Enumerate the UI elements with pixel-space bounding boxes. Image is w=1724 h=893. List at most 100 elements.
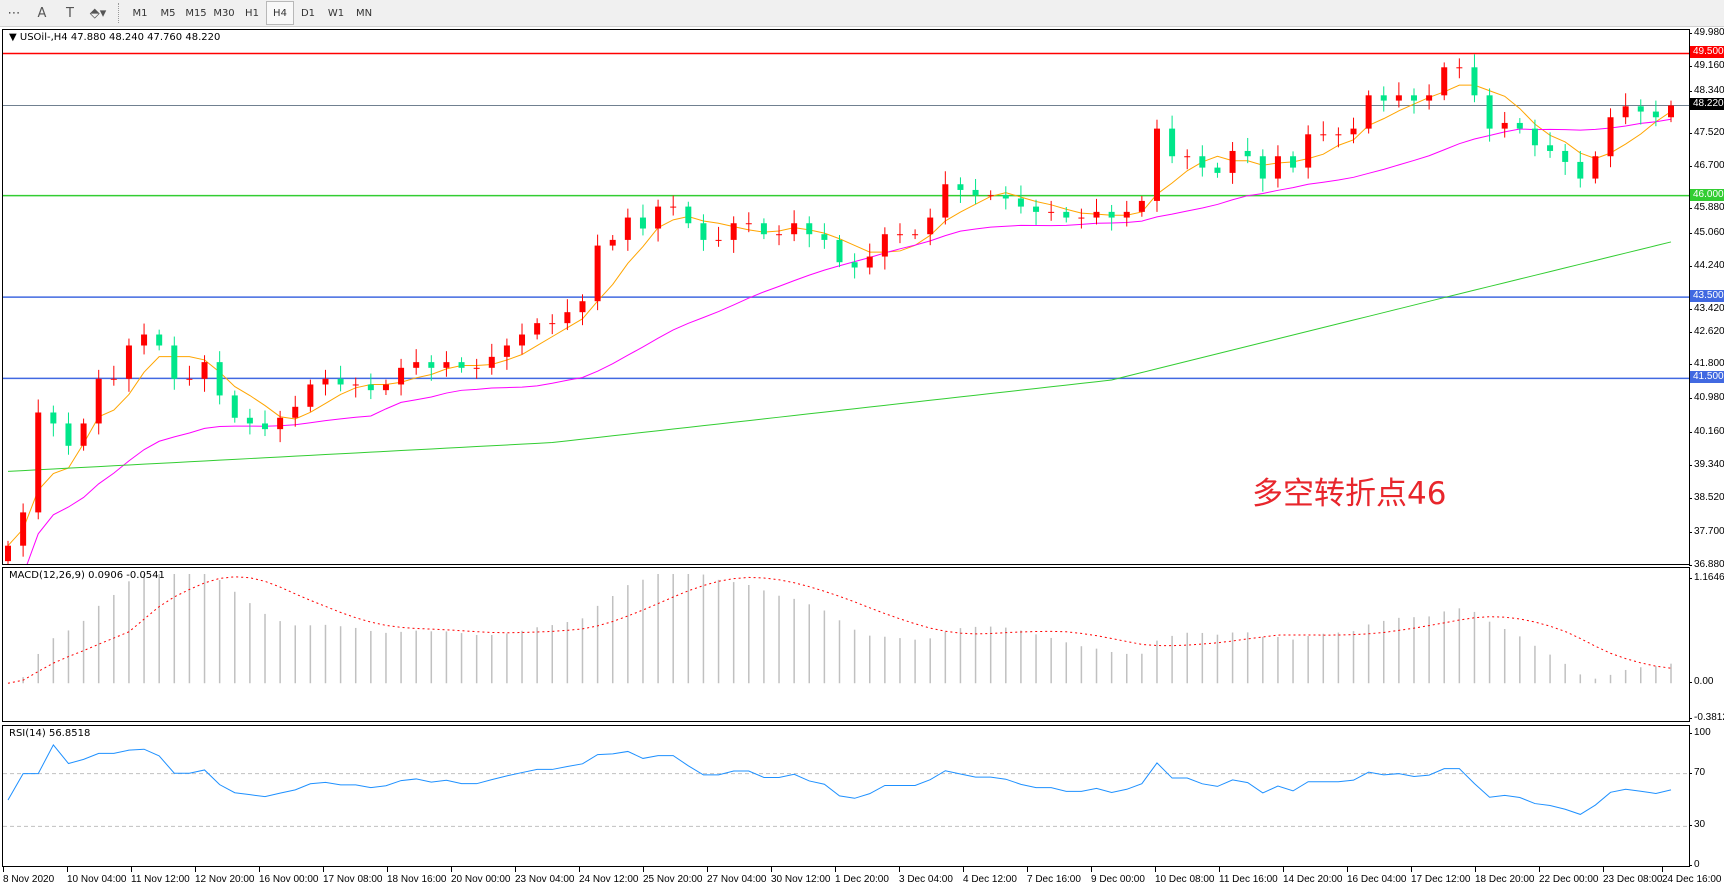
candle-body: [110, 378, 117, 380]
candle: [609, 235, 616, 251]
candle-body: [1547, 145, 1554, 151]
candle-body: [655, 206, 662, 229]
candle: [927, 208, 934, 246]
time-label: 30 Nov 12:00: [771, 867, 831, 885]
candle-body: [1138, 200, 1145, 212]
candle: [1123, 200, 1130, 227]
level-price-tag: 46.000: [1690, 188, 1724, 201]
rsi-line: [7, 744, 1672, 815]
level-price-tag: 49.500: [1690, 46, 1724, 59]
price-chart-pane[interactable]: ▼ USOil-,H4 47.880 48.240 47.760 48.220: [2, 29, 1690, 565]
candle-body: [1214, 167, 1221, 173]
macd-label: MACD(12,26,9) 0.0906 -0.0541: [9, 570, 165, 581]
candle-body: [186, 378, 193, 380]
candle-body: [171, 345, 178, 379]
candle: [1486, 88, 1493, 142]
candle: [972, 178, 979, 205]
timeframe-h1[interactable]: H1: [245, 7, 259, 19]
candle-body: [1229, 150, 1236, 173]
candle: [382, 379, 389, 396]
candle-body: [1123, 211, 1130, 218]
candle-body: [1652, 111, 1659, 118]
candle: [1259, 149, 1266, 192]
candle-body: [231, 395, 238, 418]
candle-body: [1471, 67, 1478, 96]
candle: [1290, 151, 1297, 173]
candle-body: [881, 234, 888, 257]
candle: [806, 216, 813, 248]
candle: [50, 405, 57, 437]
candle: [1184, 149, 1191, 170]
candle-body: [549, 323, 556, 325]
candle: [292, 395, 299, 427]
candle-body: [473, 367, 480, 369]
candle: [337, 365, 344, 392]
level-price-tag: 48.220: [1690, 98, 1724, 111]
candle: [1531, 119, 1538, 157]
collapse-triangle-icon[interactable]: ▼: [9, 32, 17, 43]
candle-body: [1305, 134, 1312, 168]
rsi-pane[interactable]: RSI(14) 56.8518: [2, 725, 1690, 867]
time-label: 22 Dec 00:00: [1539, 867, 1599, 885]
candle-body: [836, 239, 843, 263]
candle-body: [201, 362, 208, 379]
candle-body: [1562, 150, 1569, 162]
timeframe-m30[interactable]: M30: [213, 7, 235, 19]
candle: [1426, 84, 1433, 110]
time-label: 24 Nov 12:00: [579, 867, 639, 885]
candle: [110, 365, 117, 386]
candle-body: [352, 384, 359, 386]
candle-body: [685, 206, 692, 224]
candle-body: [277, 417, 284, 430]
candle: [186, 365, 193, 386]
price-tick: 49.980: [1689, 27, 1724, 39]
timeframe-buttons: M1 M5 M15 M30 H1 H4 D1 W1 MN: [126, 1, 378, 25]
timeframe-mn[interactable]: MN: [355, 7, 373, 19]
timeframe-d1[interactable]: D1: [300, 7, 316, 19]
macd-pane[interactable]: MACD(12,26,9) 0.0906 -0.0541: [2, 567, 1690, 722]
candle: [1380, 86, 1387, 112]
grid-lines-icon[interactable]: ⋯: [7, 5, 21, 21]
candle: [1305, 125, 1312, 179]
candle: [277, 410, 284, 443]
candle: [1652, 100, 1659, 127]
time-label: 8 Nov 2020: [3, 867, 55, 885]
candle: [1169, 115, 1176, 164]
text-label-icon[interactable]: T: [66, 5, 74, 21]
candle: [851, 253, 858, 279]
timeframe-m1[interactable]: M1: [132, 7, 148, 19]
candle-body: [670, 206, 677, 208]
candle-body: [1592, 156, 1599, 179]
candle-body: [1410, 95, 1417, 101]
candle: [987, 190, 994, 201]
candle: [1274, 145, 1281, 188]
candle-body: [791, 223, 798, 235]
candle-body: [1184, 156, 1191, 158]
candle: [685, 201, 692, 229]
arrows-icon[interactable]: ⬘▾: [89, 5, 107, 21]
candle-body: [942, 184, 949, 218]
candle: [534, 318, 541, 340]
candle: [398, 358, 405, 396]
candle: [866, 243, 873, 275]
candle: [896, 223, 903, 244]
candle: [564, 299, 571, 331]
candle: [262, 410, 269, 437]
timeframe-h4[interactable]: H4: [266, 1, 294, 25]
candle-body: [534, 323, 541, 335]
candle-body: [1335, 134, 1342, 136]
candle: [715, 226, 722, 247]
candle-body: [5, 545, 11, 562]
time-label: 11 Nov 12:00: [131, 867, 190, 885]
timeframe-w1[interactable]: W1: [327, 7, 345, 19]
candle-body: [806, 223, 813, 235]
candle: [125, 338, 132, 392]
candle-body: [1093, 211, 1100, 218]
macd-chart: [7, 574, 1672, 684]
candle: [307, 379, 314, 412]
text-A-icon[interactable]: A: [37, 5, 47, 21]
candle-body: [745, 223, 752, 225]
timeframe-m15[interactable]: M15: [185, 7, 207, 19]
candle: [821, 223, 828, 249]
timeframe-m5[interactable]: M5: [160, 7, 176, 19]
